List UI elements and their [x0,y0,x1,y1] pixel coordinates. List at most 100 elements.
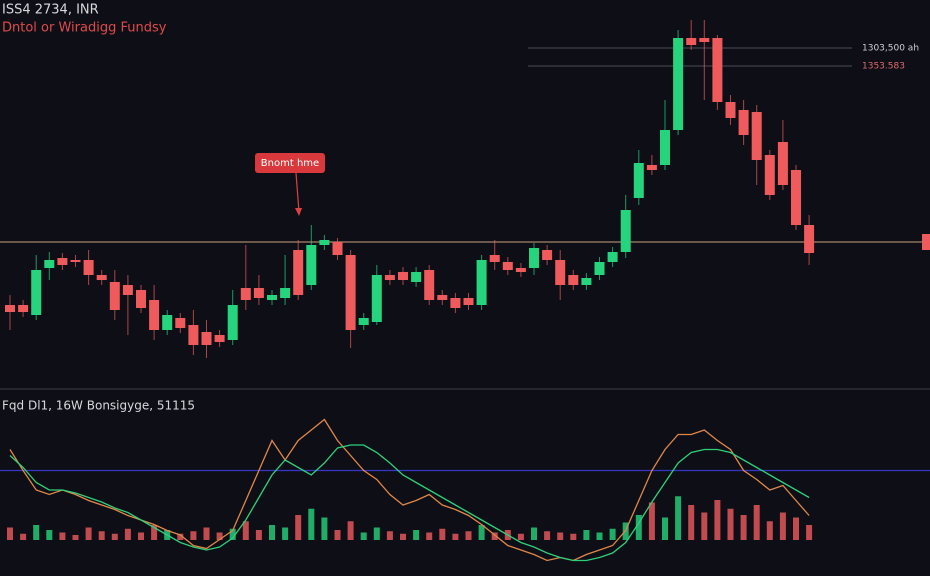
volume-bar [72,535,79,540]
level-tag [922,234,930,250]
volume-bar [282,527,289,540]
volume-bar [531,527,537,540]
candle-body [149,300,160,330]
candle-body [384,275,395,280]
candle-body [607,252,618,262]
volume-bar [688,505,695,540]
candle-body [83,260,94,275]
candle-body [581,278,592,285]
volume-bar [321,517,328,540]
volume-bar [596,532,603,540]
candle-body [411,272,422,282]
level-label: 1303,500 ah [862,44,919,54]
candle-body [214,335,225,342]
volume-bar [334,530,341,540]
candle-body [476,260,487,305]
annotation-text: Bnomt hme [261,158,319,169]
volume-bar [465,531,472,540]
volume-bar [373,527,380,540]
indicator-title: Fqd Dl1, 16W Bonsigyge, 51115 [2,399,195,413]
volume-bar [583,530,590,540]
candle-body [162,315,173,330]
indicator-line [9,444,810,562]
volume-bar [491,532,498,540]
volume-bar [216,532,223,540]
candle-body [188,325,199,345]
volume-bar [7,527,13,540]
volume-bar [111,533,118,540]
volume-bar [714,500,721,540]
volume-bar [203,527,210,540]
volume-bar [609,528,616,540]
candle-body [18,305,29,312]
candle-body [777,142,788,185]
candle-body [332,242,343,255]
volume-bar [138,532,144,540]
candle-body [463,298,474,305]
volume-bar [85,527,92,540]
volume-bar [242,521,249,540]
volume-bar [400,533,406,540]
candle-body [371,275,382,322]
volume-bar [727,508,734,540]
candle-body [502,262,513,270]
candle-body [529,248,539,268]
candle-body [253,288,264,298]
volume-bar [570,533,577,540]
candle-body [136,290,146,308]
candle-body [175,318,186,328]
volume-bar [386,531,393,540]
candle-body [293,250,304,295]
candle-body [437,295,448,300]
candle-body [751,112,762,160]
volume-bar [20,533,27,540]
candle-body [306,245,317,285]
volume-bar [59,532,66,540]
candle-body [660,130,670,165]
volume-bar [766,521,773,540]
volume-bar [517,533,524,540]
candle-body [345,255,356,330]
annotation-box [255,153,325,173]
candle-body [673,38,684,130]
volume-bar [675,496,682,540]
volume-bar [255,530,262,540]
candle-body [358,318,369,325]
candle-body [555,260,566,285]
candle-body [489,255,500,262]
candle-body [646,165,657,170]
volume-bar [46,530,53,540]
volume-bar [413,530,420,540]
volume-bar [557,532,564,540]
volume-bar [33,525,40,540]
volume-bar [347,521,354,540]
candle-body [620,210,631,252]
candle-body [594,262,605,275]
candle-body [450,298,461,308]
candle-body [31,270,42,315]
candle-body [542,250,553,260]
candle-body [725,102,736,118]
volume-bar [269,525,275,540]
candle-body [70,260,81,262]
volume-bar [190,531,197,540]
candle-body [764,155,775,195]
candle-body [804,225,815,253]
candle-body [267,295,277,300]
candle-body [398,272,408,280]
volume-bar [229,528,236,540]
volume-bar [295,515,302,540]
volume-bar [648,502,655,540]
candle-body [109,282,120,310]
annotation-arrowhead [295,208,302,216]
candle-body [515,268,526,272]
candle-body [280,288,291,298]
volume-bar [439,528,446,540]
volume-bar [426,532,433,540]
candle-body [699,38,710,42]
candle-body [712,38,723,102]
level-label: 1353.583 [862,62,905,72]
volume-bar [177,533,184,540]
